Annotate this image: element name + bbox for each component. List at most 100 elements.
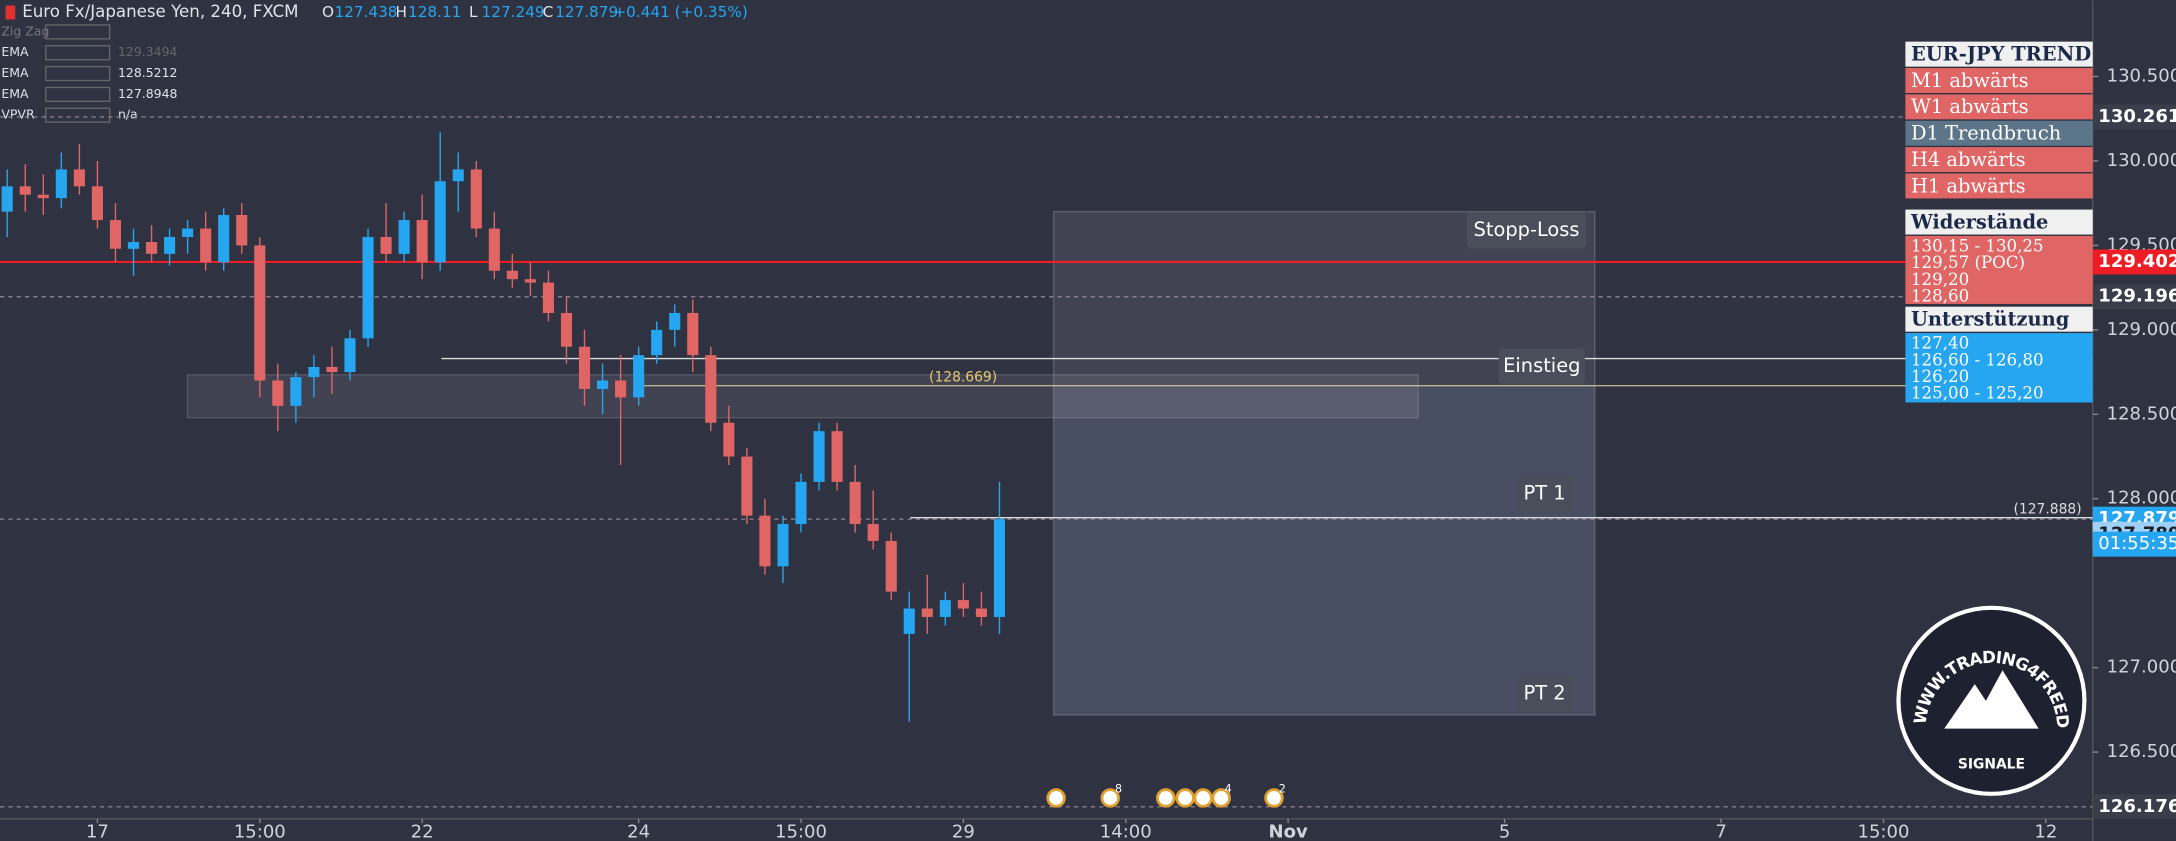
candle-body	[687, 312, 699, 356]
reward-zone	[1053, 385, 1595, 715]
y-tick-label: 128.500	[2107, 403, 2176, 424]
price-label: 130.261	[2098, 106, 2176, 127]
countdown-box	[2092, 531, 2176, 557]
x-tick-label: 12	[2034, 822, 2057, 841]
indicator-icons	[45, 65, 111, 82]
candle-body	[903, 608, 915, 634]
candle-body	[91, 186, 103, 221]
candle-body	[849, 481, 861, 525]
candle-body	[741, 456, 753, 516]
indicator-name: EMA	[1, 86, 29, 101]
candle-body	[813, 431, 825, 482]
support: 126,60 - 126,80	[1911, 350, 2044, 369]
panel-text: Widerstände	[1910, 210, 2048, 233]
indicator-value: n/a	[118, 107, 138, 122]
y-tick-label: 129.000	[2107, 319, 2176, 340]
quote-key: O	[322, 3, 334, 21]
event-count: 4	[1225, 783, 1232, 796]
candle-body	[597, 380, 609, 389]
symbol: Euro Fx/Japanese Yen, 240, FXCM	[22, 2, 298, 21]
quote-value: 128.11	[408, 3, 461, 21]
candle-body	[200, 228, 212, 263]
quote-key: H	[396, 3, 407, 21]
candle-body	[831, 431, 843, 482]
zone-label: Einstieg	[1503, 354, 1580, 377]
panel-cell	[1905, 41, 2093, 67]
panel-cell	[1905, 306, 2093, 332]
x-tick-label: 15:00	[234, 822, 286, 841]
panel-block	[1905, 235, 2093, 304]
panel-text: H4 abwärts	[1911, 148, 2026, 171]
event-icon	[1175, 788, 1195, 808]
panel-cell	[1905, 94, 2093, 120]
level-label: (128.669)	[929, 369, 997, 385]
candle-body	[164, 236, 176, 254]
symbol-icon	[5, 5, 16, 20]
candle-body	[398, 220, 410, 254]
indicator-icons	[45, 86, 111, 103]
panel-text: W1 abwärts	[1911, 95, 2029, 118]
price-label: 129.196	[2098, 286, 2176, 307]
x-tick-label: 22	[411, 822, 434, 841]
support: 125,00 - 125,20	[1911, 384, 2044, 403]
range-box	[186, 374, 1419, 419]
candle-body	[993, 519, 1006, 617]
y-tick-label: 126.500	[2107, 741, 2176, 762]
indicator-icons	[45, 45, 111, 61]
candle-body	[1, 186, 13, 212]
panel-text: H1 abwärts	[1911, 174, 2026, 197]
candle-body	[542, 282, 554, 313]
zone-label: PT 1	[1524, 482, 1566, 505]
price-label-box	[2092, 284, 2176, 310]
resistance: 129,57 (POC)	[1911, 253, 2025, 272]
x-tick-label: 14:00	[1100, 822, 1152, 841]
quote-value: 127.438	[334, 3, 397, 21]
y-tick-label: 130.000	[2107, 150, 2176, 171]
candle-body	[560, 312, 573, 347]
candle-body	[37, 194, 49, 199]
candle-body	[488, 228, 500, 271]
candle-body	[127, 242, 140, 249]
candle-body	[867, 524, 879, 541]
y-tick-label: 127.000	[2107, 657, 2176, 678]
candle-body	[723, 422, 735, 457]
price-label-box	[2092, 249, 2176, 275]
price-label-box	[2092, 104, 2176, 130]
quote-value: 127.879	[555, 3, 618, 21]
indicator-name: Zig Zag	[1, 23, 49, 38]
x-tick-label: 15:00	[1857, 822, 1909, 841]
event-count: 2	[1279, 783, 1286, 796]
panel-text: Unterstützung	[1911, 308, 2070, 331]
panel-text: D1 Trendbruch	[1911, 122, 2061, 145]
event-icon	[1193, 788, 1213, 808]
event-icon	[1264, 788, 1284, 808]
x-tick-label: 24	[627, 822, 650, 841]
candle-body	[218, 215, 230, 263]
x-tick-label: 29	[952, 822, 975, 841]
candle-body	[308, 367, 320, 378]
risk-zone	[1052, 210, 1596, 716]
zone-label: PT 2	[1524, 681, 1566, 704]
watermark-tag: SIGNALE	[1958, 757, 2025, 773]
zone-label-box	[1515, 476, 1574, 513]
x-tick-label: 15:00	[775, 822, 827, 841]
price-label: 126.176	[2098, 796, 2176, 817]
event-icon	[1156, 788, 1176, 808]
candle-body	[452, 169, 464, 182]
panel-block	[1905, 333, 2093, 403]
x-tick-label: Nov	[1268, 822, 1307, 841]
x-tick-label: 17	[86, 822, 109, 841]
panel-cell	[1905, 147, 2093, 173]
indicator-icons	[45, 107, 111, 123]
x-tick-label: 7	[1715, 822, 1726, 841]
resistance: 128,60	[1911, 286, 1969, 305]
candle-body	[975, 608, 987, 617]
candle-body	[759, 515, 771, 567]
candle-body	[669, 312, 681, 330]
candle-body	[326, 367, 338, 373]
price-axis	[2092, 0, 2176, 841]
zone-label-box	[1515, 675, 1574, 712]
